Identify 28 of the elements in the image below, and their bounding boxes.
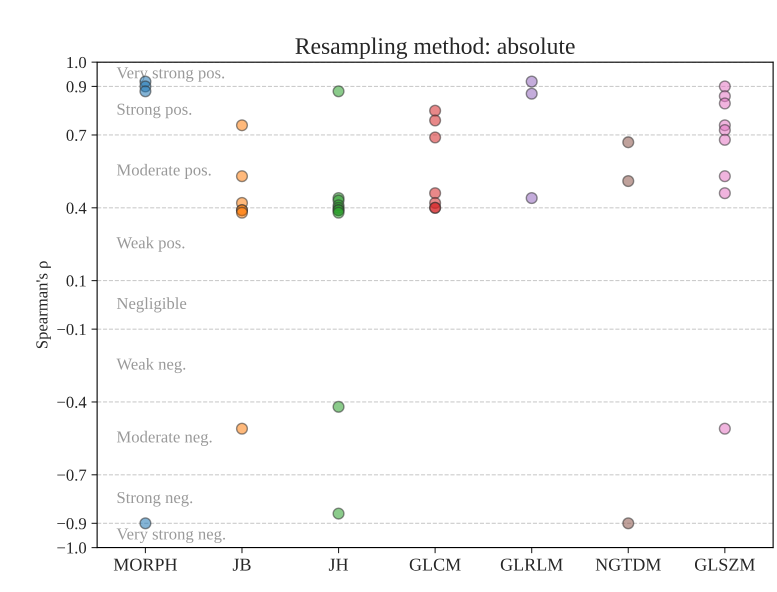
y-tick-label: −0.9 xyxy=(57,518,86,530)
x-tick-label: GLCM xyxy=(410,558,461,571)
y-tick-label: 0.9 xyxy=(66,81,86,92)
annotation: Strong pos. xyxy=(118,104,192,118)
y-tick-label: 0.7 xyxy=(66,130,86,141)
annotation: Negligible xyxy=(116,297,186,312)
annotation: Very strong pos. xyxy=(116,67,224,82)
y-tick-label: −0.4 xyxy=(57,396,86,408)
x-tick-label: JB xyxy=(232,558,251,571)
y-tick-label: −1.0 xyxy=(57,542,86,554)
annotation: Moderate neg. xyxy=(116,430,212,446)
x-tick-label: MORPH xyxy=(114,558,177,571)
y-tick-label: 0.4 xyxy=(66,202,86,214)
x-tick-label: GLSZM xyxy=(694,558,755,571)
x-tick-label: GLRLM xyxy=(500,558,563,571)
y-tick-label: 1.0 xyxy=(67,56,86,68)
y-tick-label: 0.1 xyxy=(66,275,86,287)
annotation: Weak neg. xyxy=(116,358,186,374)
x-tick-label: NGTDM xyxy=(596,558,661,571)
annotation: Strong neg. xyxy=(118,492,192,507)
annotation: Weak pos. xyxy=(116,236,184,252)
annotation: Very strong neg. xyxy=(116,528,226,544)
y-axis-title: Spearman's ρ xyxy=(36,261,51,348)
y-tick-label: −0.7 xyxy=(57,469,86,481)
x-tick-label: JH xyxy=(328,558,348,571)
chart-title: Resampling method: absolute xyxy=(295,37,575,59)
annotation: Moderate pos. xyxy=(116,164,211,179)
y-tick-label: −0.1 xyxy=(57,324,86,336)
